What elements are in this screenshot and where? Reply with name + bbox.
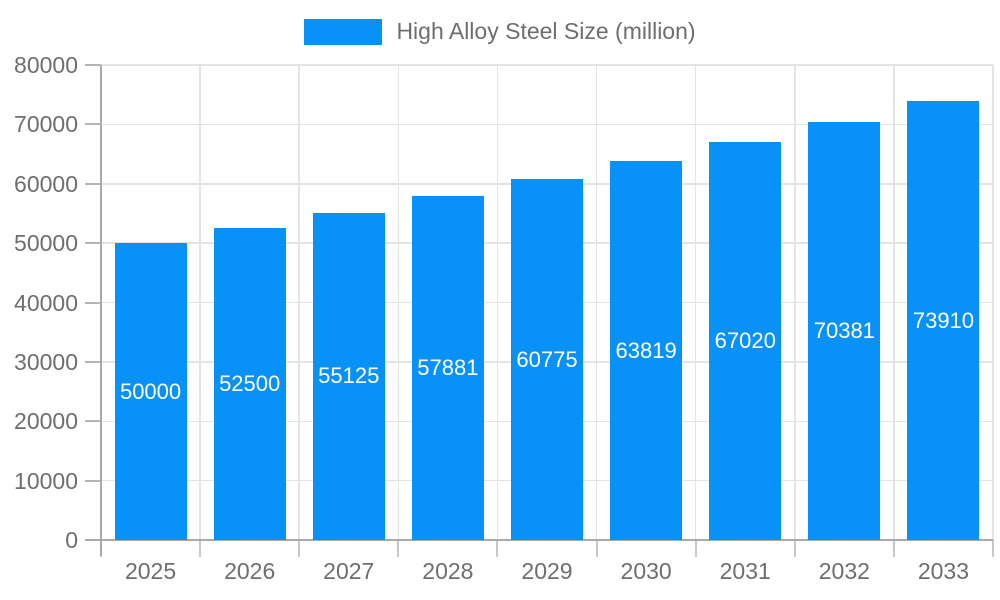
x-axis-line bbox=[85, 539, 993, 541]
bar-value-label: 60775 bbox=[516, 346, 578, 372]
y-tick-label: 0 bbox=[65, 527, 78, 553]
x-axis-tick bbox=[992, 540, 994, 557]
x-tick-label: 2028 bbox=[422, 558, 474, 584]
y-axis-line bbox=[100, 65, 102, 556]
y-axis-tick bbox=[85, 420, 101, 423]
v-gridline bbox=[397, 65, 400, 540]
bar[interactable]: 60775 bbox=[511, 179, 583, 540]
x-tick-label: 2027 bbox=[323, 558, 375, 584]
y-tick-label: 20000 bbox=[14, 408, 78, 435]
bar-value-label: 52500 bbox=[219, 371, 281, 397]
y-tick-label: 10000 bbox=[14, 467, 78, 494]
v-gridline bbox=[992, 65, 994, 540]
x-tick-label: 2029 bbox=[521, 558, 573, 584]
y-axis-tick bbox=[85, 301, 101, 304]
bar-value-label: 70381 bbox=[813, 318, 875, 344]
x-tick-label: 2030 bbox=[620, 558, 672, 584]
y-axis-tick bbox=[85, 182, 101, 185]
h-gridline bbox=[101, 64, 993, 66]
chart-legend: High Alloy Steel Size (million) bbox=[0, 18, 1000, 45]
v-gridline bbox=[199, 65, 201, 540]
bar-value-label: 50000 bbox=[119, 378, 182, 404]
bar[interactable]: 57881 bbox=[411, 196, 484, 540]
x-tick-label: 2031 bbox=[719, 558, 771, 584]
legend-label: High Alloy Steel Size (million) bbox=[396, 18, 696, 44]
bar-value-label: 55125 bbox=[318, 363, 380, 389]
bar[interactable]: 70381 bbox=[808, 122, 881, 540]
bar[interactable]: 67020 bbox=[709, 142, 782, 540]
v-gridline bbox=[694, 65, 697, 540]
v-gridline bbox=[298, 65, 300, 540]
x-axis-tick bbox=[694, 540, 697, 557]
y-axis-tick bbox=[85, 64, 101, 66]
h-gridline bbox=[101, 123, 993, 126]
y-axis-tick bbox=[85, 479, 101, 482]
y-tick-label: 60000 bbox=[14, 170, 78, 197]
y-tick-label: 50000 bbox=[14, 230, 78, 257]
plot-area: 0 10000 20000 30000 40000 50000 60000 70000 8000… bbox=[14, 52, 994, 584]
x-tick-label: 2033 bbox=[917, 558, 970, 584]
legend-swatch bbox=[304, 18, 383, 45]
x-axis-tick bbox=[793, 540, 796, 557]
x-axis-tick bbox=[595, 540, 598, 557]
bar[interactable]: 55125 bbox=[312, 212, 385, 540]
bar[interactable]: 63819 bbox=[610, 161, 683, 540]
y-tick-label: 40000 bbox=[14, 289, 78, 316]
x-axis-tick bbox=[397, 540, 400, 557]
x-tick-label: 2025 bbox=[124, 558, 177, 584]
bar[interactable]: 52500 bbox=[213, 228, 286, 540]
bar[interactable]: 50000 bbox=[114, 243, 187, 540]
x-tick-label: 2026 bbox=[224, 558, 276, 584]
y-tick-label: 30000 bbox=[14, 348, 78, 375]
v-gridline bbox=[794, 65, 796, 540]
bar[interactable]: 73910 bbox=[907, 101, 980, 540]
x-tick-label: 2032 bbox=[818, 558, 870, 584]
y-axis-tick bbox=[85, 123, 101, 126]
y-axis-tick bbox=[85, 242, 101, 245]
y-tick-label: 80000 bbox=[14, 52, 78, 78]
y-tick-label: 70000 bbox=[14, 111, 78, 138]
x-axis-tick bbox=[298, 540, 301, 557]
v-gridline bbox=[893, 65, 895, 540]
bar-value-label: 57881 bbox=[417, 355, 479, 381]
v-gridline bbox=[595, 65, 598, 540]
v-gridline bbox=[496, 65, 499, 540]
bar-value-label: 63819 bbox=[615, 337, 677, 363]
x-axis-tick bbox=[496, 540, 499, 557]
y-axis-tick bbox=[85, 360, 101, 363]
x-axis-tick bbox=[199, 540, 202, 557]
x-axis-tick bbox=[892, 540, 895, 557]
bar-value-label: 67020 bbox=[714, 328, 776, 354]
bar-value-label: 73910 bbox=[912, 307, 975, 333]
